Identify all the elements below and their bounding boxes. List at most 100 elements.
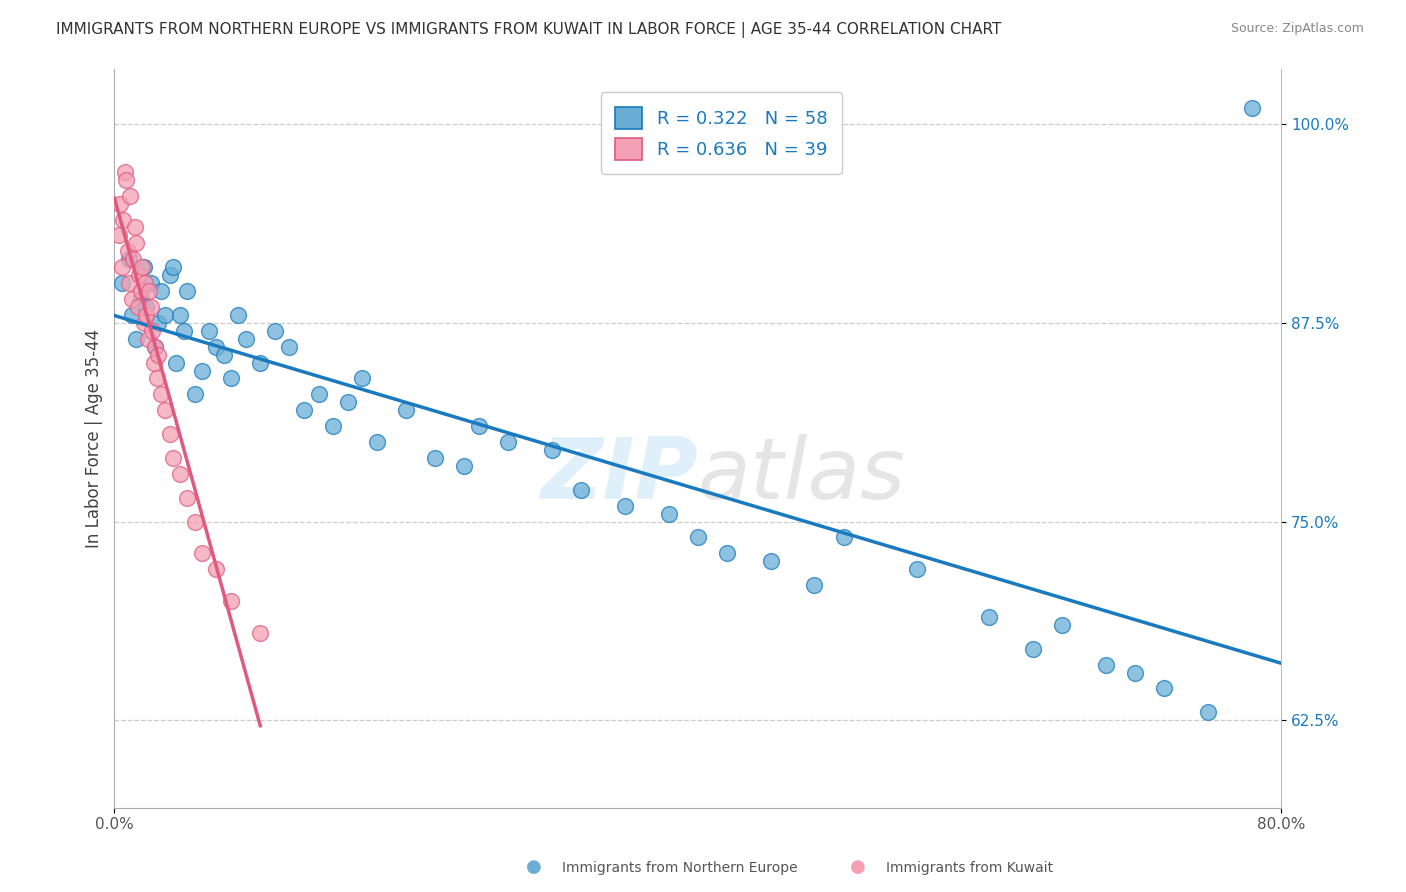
- Point: [115, 173, 138, 187]
- Point: [138, 284, 160, 298]
- Point: [125, 332, 148, 346]
- Point: [205, 340, 228, 354]
- Point: [263, 324, 285, 338]
- Point: [129, 284, 152, 298]
- Point: [117, 244, 139, 259]
- Point: [292, 403, 315, 417]
- Point: [120, 188, 142, 202]
- Point: [134, 276, 156, 290]
- Point: [132, 316, 155, 330]
- Point: [366, 435, 388, 450]
- Point: [541, 443, 564, 458]
- Point: [143, 340, 166, 354]
- Point: [496, 435, 519, 450]
- Point: [219, 594, 242, 608]
- Point: [143, 340, 166, 354]
- Point: [124, 220, 146, 235]
- Point: [249, 355, 271, 369]
- Point: [322, 419, 344, 434]
- Point: [716, 546, 738, 560]
- Point: [146, 316, 169, 330]
- Text: Immigrants from Northern Europe: Immigrants from Northern Europe: [562, 862, 799, 875]
- Point: [122, 252, 145, 267]
- Point: [107, 228, 129, 243]
- Text: ●: ●: [849, 858, 866, 876]
- Point: [176, 491, 198, 505]
- Point: [139, 300, 162, 314]
- Point: [111, 276, 134, 290]
- Point: [183, 515, 205, 529]
- Point: [135, 300, 157, 314]
- Point: [121, 308, 143, 322]
- Point: [658, 507, 681, 521]
- Point: [114, 165, 136, 179]
- Point: [686, 531, 709, 545]
- Point: [1153, 681, 1175, 696]
- Point: [759, 554, 782, 568]
- Point: [308, 387, 330, 401]
- Point: [425, 450, 447, 465]
- Point: [173, 324, 195, 338]
- Text: IMMIGRANTS FROM NORTHERN EUROPE VS IMMIGRANTS FROM KUWAIT IN LABOR FORCE | AGE 3: IMMIGRANTS FROM NORTHERN EUROPE VS IMMIG…: [56, 22, 1001, 38]
- Point: [205, 562, 228, 576]
- Point: [150, 284, 173, 298]
- Point: [468, 419, 491, 434]
- Text: atlas: atlas: [697, 434, 905, 516]
- Point: [155, 308, 177, 322]
- Point: [198, 324, 221, 338]
- Point: [111, 260, 134, 275]
- Point: [150, 387, 173, 401]
- Legend: R = 0.322   N = 58, R = 0.636   N = 39: R = 0.322 N = 58, R = 0.636 N = 39: [600, 93, 842, 174]
- Point: [803, 578, 825, 592]
- Point: [191, 546, 214, 560]
- Point: [905, 562, 928, 576]
- Point: [118, 276, 141, 290]
- Point: [141, 324, 163, 338]
- Point: [613, 499, 636, 513]
- Point: [228, 308, 250, 322]
- Point: [145, 371, 167, 385]
- Text: Immigrants from Kuwait: Immigrants from Kuwait: [886, 862, 1053, 875]
- Point: [165, 355, 187, 369]
- Point: [162, 260, 184, 275]
- Point: [1240, 101, 1263, 115]
- Text: ●: ●: [526, 858, 543, 876]
- Point: [162, 450, 184, 465]
- Point: [139, 276, 162, 290]
- Point: [1123, 665, 1146, 680]
- Point: [191, 363, 214, 377]
- Point: [132, 260, 155, 275]
- Point: [159, 427, 181, 442]
- Point: [278, 340, 301, 354]
- Text: ZIP: ZIP: [540, 434, 697, 516]
- Point: [121, 292, 143, 306]
- Point: [176, 284, 198, 298]
- Point: [1095, 657, 1118, 672]
- Point: [395, 403, 418, 417]
- Point: [169, 308, 191, 322]
- Point: [1197, 706, 1219, 720]
- Point: [127, 300, 149, 314]
- Point: [235, 332, 257, 346]
- Point: [1022, 641, 1045, 656]
- Point: [131, 260, 153, 275]
- Point: [249, 625, 271, 640]
- Point: [453, 458, 475, 473]
- Point: [110, 196, 132, 211]
- Point: [125, 236, 148, 251]
- Point: [212, 348, 235, 362]
- Point: [118, 252, 141, 267]
- Y-axis label: In Labor Force | Age 35-44: In Labor Force | Age 35-44: [86, 328, 103, 548]
- Point: [569, 483, 592, 497]
- Point: [183, 387, 205, 401]
- Point: [155, 403, 177, 417]
- Point: [219, 371, 242, 385]
- Point: [336, 395, 359, 409]
- Point: [1052, 618, 1074, 632]
- Text: Source: ZipAtlas.com: Source: ZipAtlas.com: [1230, 22, 1364, 36]
- Point: [352, 371, 374, 385]
- Point: [129, 292, 152, 306]
- Point: [146, 348, 169, 362]
- Point: [135, 308, 157, 322]
- Point: [832, 531, 855, 545]
